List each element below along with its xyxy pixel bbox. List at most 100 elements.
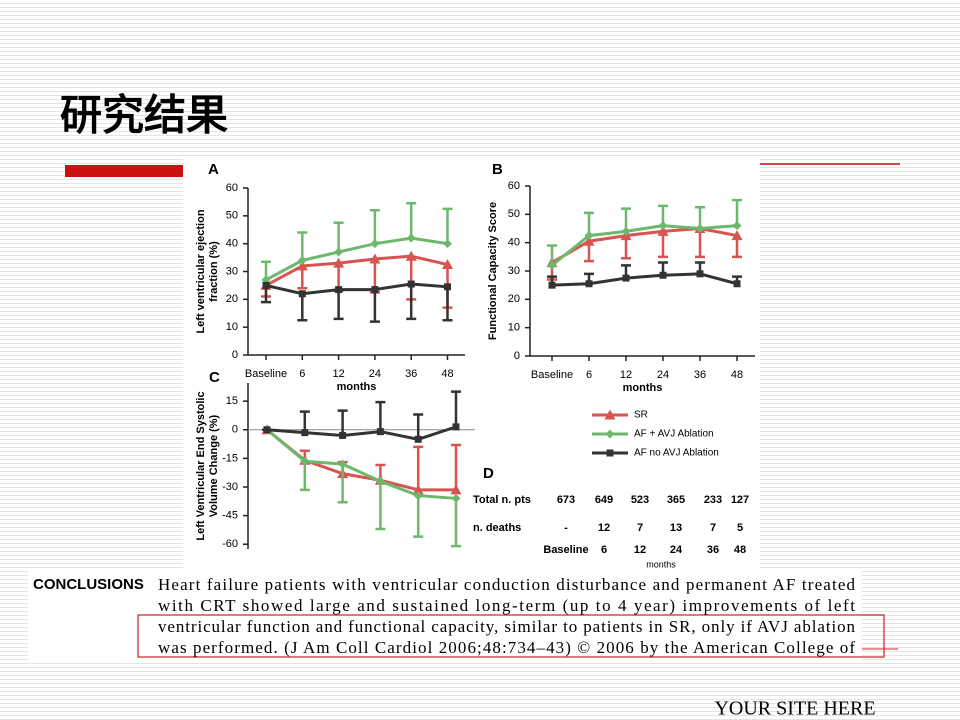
highlight-box (137, 614, 885, 658)
marker (452, 423, 460, 431)
marker (658, 221, 668, 231)
error-bar (406, 284, 417, 321)
series-line (265, 236, 448, 282)
y-tick-label: 0 (514, 350, 520, 362)
x-tick-label: 36 (694, 369, 706, 381)
x-tick-label: 48 (441, 368, 453, 380)
y-tick-label: 20 (508, 293, 520, 305)
column-label: 48 (734, 544, 746, 556)
marker (300, 456, 310, 466)
error-bar (337, 464, 348, 504)
cell: - (564, 522, 568, 534)
marker (407, 280, 415, 288)
y-tick-label: 10 (226, 321, 238, 333)
marker (622, 274, 630, 282)
y-tick-label: -15 (222, 452, 238, 464)
panel-letter: D (483, 465, 494, 482)
series-line (551, 224, 738, 267)
marker (733, 280, 741, 288)
x-tick-label: 24 (657, 369, 669, 381)
series-line (551, 272, 738, 287)
panel-letter: B (492, 161, 503, 178)
error-bar (337, 409, 348, 436)
marker (370, 239, 380, 249)
marker (301, 429, 309, 437)
row-label: n. deaths (473, 522, 521, 534)
x-tick-label: 6 (586, 369, 592, 381)
marker (263, 426, 271, 434)
marker (371, 286, 379, 294)
marker (442, 259, 453, 270)
marker (696, 270, 704, 278)
cell: 13 (670, 522, 682, 534)
row-label: Total n. pts (473, 494, 531, 506)
x-tick-label: 36 (405, 368, 417, 380)
conclusions-text: Heart failure patients with ventricular … (158, 575, 856, 660)
marker (731, 230, 743, 241)
marker (405, 250, 417, 261)
conclusion-line: Heart failure patients with ventricular … (158, 575, 855, 594)
cell: 365 (667, 494, 685, 506)
error-bar (451, 390, 461, 427)
error-bar (451, 443, 461, 490)
error-bar (451, 498, 461, 548)
marker (583, 235, 595, 246)
marker (333, 257, 345, 268)
legend-label: AF + AVJ Ablation (634, 429, 714, 440)
y-tick-label: -45 (222, 510, 238, 522)
error-bar (413, 445, 424, 490)
column-label: 6 (601, 544, 607, 556)
panel-letter: C (209, 369, 220, 386)
x-tick-label: Baseline (245, 368, 287, 380)
error-bar (333, 289, 344, 321)
y-tick-label: 20 (226, 293, 238, 305)
marker (413, 491, 423, 501)
y-tick-label: -30 (222, 481, 238, 493)
cell: 7 (637, 522, 643, 534)
error-bar (299, 461, 310, 492)
error-bar (406, 202, 417, 239)
marker (444, 283, 451, 291)
y-axis-label: Functional Capacity Score (487, 202, 499, 340)
error-bar (369, 289, 380, 323)
marker (414, 435, 422, 443)
cell: 127 (731, 494, 749, 506)
marker (334, 247, 344, 257)
marker (338, 459, 348, 469)
marker (604, 409, 616, 420)
y-tick-label: 10 (508, 322, 520, 334)
y-tick-label: 40 (226, 238, 238, 250)
series-line (266, 425, 457, 441)
marker (695, 224, 705, 233)
error-bar (375, 400, 386, 432)
y-tick-label: 40 (508, 237, 520, 249)
cell: 523 (631, 494, 649, 506)
error-bar (375, 481, 386, 531)
marker (732, 221, 742, 231)
x-tick-label: Baseline (531, 369, 573, 381)
x-tick-label: 24 (369, 368, 381, 380)
marker (547, 260, 557, 270)
error-bar (442, 207, 453, 244)
marker (296, 260, 308, 271)
marker (369, 253, 381, 264)
marker (339, 431, 347, 439)
column-label: 12 (634, 544, 646, 556)
column-label: Baseline (543, 544, 588, 556)
y-axis-label: fraction (%) (208, 241, 220, 302)
series-line (265, 282, 448, 296)
x-tick-label: 48 (731, 369, 743, 381)
error-bar (297, 293, 308, 322)
conclusion-line: was performed. (J Am Coll Cardiol 2006;4… (158, 638, 855, 657)
marker (606, 449, 614, 457)
cell: 5 (737, 522, 743, 534)
x-axis-label: months (337, 381, 377, 393)
series-line (551, 226, 738, 264)
marker (451, 493, 461, 503)
figure-bg (183, 157, 760, 575)
error-bar (297, 231, 308, 261)
column-label: 36 (707, 544, 719, 556)
marker (443, 239, 452, 249)
y-tick-label: 15 (226, 395, 238, 407)
